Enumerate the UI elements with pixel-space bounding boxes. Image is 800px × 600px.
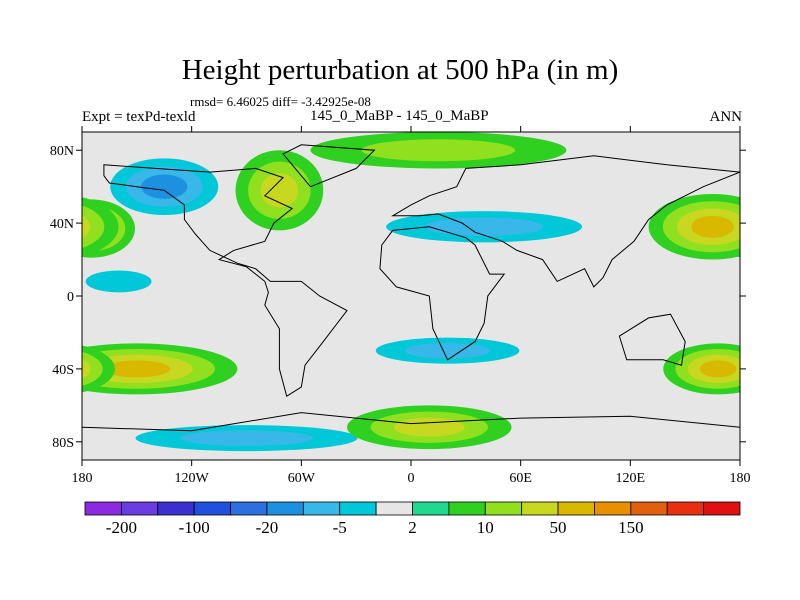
contour-antarctic-high-2 xyxy=(394,417,465,437)
colorbar-label: -200 xyxy=(106,518,137,537)
colorbar-box xyxy=(193,501,231,516)
coastline-3 xyxy=(618,313,686,366)
coastline-4 xyxy=(82,412,740,460)
contour-south-indian-high-3 xyxy=(699,360,737,378)
x-tick-label: 60E xyxy=(509,471,532,486)
stats-line: rmsd= 6.46025 diff= -3.42925e-08 xyxy=(190,94,371,109)
y-tick-label: 80S xyxy=(52,436,74,451)
contour-arctic-ridge-1 xyxy=(361,139,516,162)
chart-title: Height perturbation at 500 hPa (in m) xyxy=(181,54,619,86)
colorbar-box xyxy=(484,501,523,516)
x-tick-label: 180 xyxy=(730,471,751,486)
contour-tropical-central-pacific-wrap-1 xyxy=(744,270,800,292)
colorbar-box xyxy=(302,501,341,516)
x-tick-label: 120W xyxy=(175,471,210,486)
colorbar-box xyxy=(375,501,413,516)
colorbar-box xyxy=(266,501,304,516)
colorbar-box xyxy=(521,501,559,516)
contour-southern-ocean-trough-2 xyxy=(179,430,314,446)
y-tick-label: 80N xyxy=(50,144,74,159)
colorbar-box xyxy=(630,501,668,516)
experiment-label: Expt = texPd-texld xyxy=(82,109,196,125)
coastline-layer xyxy=(82,144,740,460)
colorbar-label: 150 xyxy=(618,518,644,537)
x-tick-label: 0 xyxy=(408,471,415,486)
contour-eurasia-trough-2 xyxy=(425,217,543,237)
x-tick-label: 60W xyxy=(288,471,316,486)
colorbar-label: -5 xyxy=(333,518,347,537)
colorbar-box xyxy=(594,501,632,516)
y-tick-label: 40N xyxy=(50,217,74,232)
contour-south-pacific-high-wrap-2 xyxy=(739,366,740,372)
colorbar-box xyxy=(230,501,268,516)
contour-north-pacific-low-3 xyxy=(141,174,188,199)
colorbar-box xyxy=(557,501,595,516)
y-tick-label: 0 xyxy=(67,290,74,305)
coastline-2 xyxy=(390,155,740,288)
x-tick-label: 120E xyxy=(616,471,646,486)
contour-south-pacific-high-wrap-3 xyxy=(761,360,800,377)
chart-subtitle: 145_0_MaBP - 145_0_MaBP xyxy=(310,108,489,124)
field-layer xyxy=(82,132,800,457)
coastline-0 xyxy=(103,164,348,397)
colorbar-label: 2 xyxy=(408,518,417,537)
colorbar-label: -20 xyxy=(256,518,279,537)
colorbar-box xyxy=(412,501,450,516)
contour-north-america-high-2 xyxy=(260,173,299,208)
contour-tropical-central-pacific-wrap-0 xyxy=(721,267,740,295)
contour-north-pacific-high-east-3 xyxy=(691,215,734,238)
colorbar-box xyxy=(666,501,705,516)
colorbar-label: -100 xyxy=(179,518,210,537)
colorbar-box xyxy=(448,501,486,516)
contour-south-indian-high-wrap-1 xyxy=(82,351,103,386)
contour-south-pacific-high-3 xyxy=(103,360,171,378)
colorbar-box xyxy=(157,501,195,516)
y-tick-label: 40S xyxy=(52,363,74,378)
colorbar-box xyxy=(120,501,159,516)
colorbar-box xyxy=(703,501,741,516)
x-tick-label: 180 xyxy=(72,471,93,486)
coastline-1 xyxy=(379,226,506,361)
contour-north-pacific-high-east-wrap-1 xyxy=(82,205,105,249)
coastline-5 xyxy=(282,144,376,188)
contour-tropical-central-pacific-1 xyxy=(85,270,152,293)
colorbar-label: 10 xyxy=(477,518,494,537)
colorbar-box xyxy=(339,501,377,516)
colorbar-label: 50 xyxy=(550,518,567,537)
contour-south-atlantic-trough-2 xyxy=(404,342,491,359)
colorbar-box xyxy=(84,501,122,516)
contour-north-pacific-high-east-wrap-2 xyxy=(82,215,91,239)
contour-south-indian-high-wrap-2 xyxy=(82,359,91,379)
season-label: ANN xyxy=(709,109,743,125)
